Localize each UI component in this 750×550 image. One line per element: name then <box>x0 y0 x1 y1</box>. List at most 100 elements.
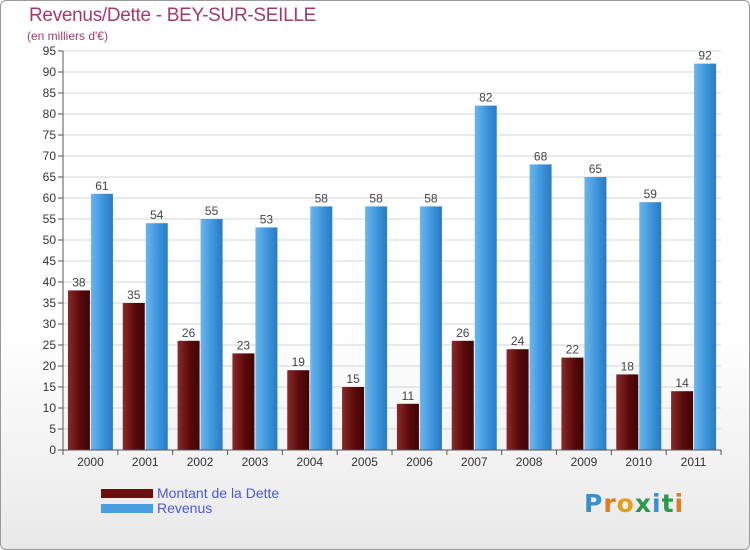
y-tick-label: 10 <box>43 401 57 415</box>
x-tick-label: 2002 <box>187 455 214 469</box>
bar-revenus <box>200 219 223 450</box>
gridlines <box>63 50 721 430</box>
legend-swatch-debt <box>101 489 153 498</box>
y-tick-label: 85 <box>43 86 57 100</box>
data-label-revenus: 54 <box>150 208 164 222</box>
data-label-debt: 23 <box>237 338 251 352</box>
y-tick-label: 25 <box>43 338 57 352</box>
legend-swatch-revenus <box>101 504 153 513</box>
y-tick-label: 50 <box>43 233 57 247</box>
bar-revenus <box>419 206 442 450</box>
y-tick-label: 15 <box>43 380 57 394</box>
logo-letter: t <box>661 489 675 518</box>
x-tick-label: 2011 <box>681 455 707 469</box>
y-tick-label: 90 <box>43 65 57 79</box>
data-label-revenus: 68 <box>534 149 548 163</box>
bar-debt <box>506 349 529 450</box>
bar-debt <box>451 340 474 450</box>
bar-debt <box>67 290 90 450</box>
data-label-debt: 38 <box>72 275 86 289</box>
bar-revenus <box>584 177 607 450</box>
y-tick-label: 55 <box>43 212 57 226</box>
chart-title: Revenus/Dette - BEY-SUR-SEILLE <box>29 5 317 26</box>
data-label-debt: 11 <box>402 389 415 403</box>
x-tick-label: 2000 <box>77 455 104 469</box>
data-label-revenus: 58 <box>424 191 438 205</box>
bar-revenus <box>365 206 388 450</box>
bar-debt <box>616 374 639 450</box>
data-label-revenus: 92 <box>698 49 712 63</box>
bar-debt <box>561 357 584 450</box>
bar-revenus <box>474 105 497 450</box>
y-tick-label: 75 <box>43 128 57 142</box>
bar-debt <box>177 340 200 450</box>
data-label-revenus: 82 <box>479 91 493 105</box>
bar-revenus <box>255 227 278 450</box>
bar-series: 38 61 35 54 26 55 23 53 19 58 15 58 11 58 26 82 24 68 22 65… <box>67 49 717 451</box>
x-tick-label: 2007 <box>461 455 488 469</box>
legend-label-debt: Montant de la Dette <box>157 485 280 501</box>
y-tick-label: 95 <box>43 44 57 58</box>
x-tick-label: 2010 <box>625 455 652 469</box>
data-label-debt: 19 <box>292 355 306 369</box>
bar-revenus <box>694 63 717 450</box>
y-tick-label: 0 <box>49 443 56 457</box>
bar-debt <box>122 303 145 450</box>
y-tick-label: 80 <box>43 107 57 121</box>
bar-debt <box>671 391 694 450</box>
logo-letter: x <box>634 489 652 518</box>
x-tick-label: 2004 <box>296 455 323 469</box>
logo-letter: i <box>674 489 685 518</box>
x-tick-label: 2008 <box>516 455 543 469</box>
y-tick-label: 65 <box>43 170 57 184</box>
bar-revenus <box>529 164 552 450</box>
data-label-revenus: 53 <box>260 212 274 226</box>
data-label-revenus: 58 <box>369 191 383 205</box>
data-label-revenus: 61 <box>95 179 109 193</box>
bar-revenus <box>145 223 168 450</box>
y-tick-label: 40 <box>43 275 57 289</box>
chart-subtitle: (en milliers d'€) <box>27 29 108 43</box>
data-label-debt: 22 <box>566 343 580 357</box>
data-label-debt: 24 <box>511 334 525 348</box>
bar-debt <box>396 403 419 450</box>
bar-debt <box>232 353 255 450</box>
data-label-debt: 35 <box>127 288 141 302</box>
data-label-debt: 15 <box>346 372 360 386</box>
bar-debt <box>287 370 310 450</box>
logo-letter: r <box>603 489 617 518</box>
y-tick-label: 35 <box>43 296 57 310</box>
y-tick-label: 5 <box>49 422 56 436</box>
x-tick-label: 2006 <box>406 455 433 469</box>
legend-label-revenus: Revenus <box>157 500 213 516</box>
data-label-revenus: 58 <box>315 191 329 205</box>
bar-revenus <box>639 202 662 450</box>
y-tick-label: 70 <box>43 149 57 163</box>
x-tick-label: 2005 <box>351 455 378 469</box>
x-tick-label: 2003 <box>242 455 269 469</box>
logo-letter: i <box>652 489 662 518</box>
y-axis: 0 5 10 15 20 25 30 35 40 45 50 55 60 65 70 75 80 85 90 95 <box>43 44 64 457</box>
bar-debt <box>342 387 365 450</box>
bar-revenus <box>90 193 113 451</box>
logo-letter: P <box>584 489 604 518</box>
y-tick-label: 20 <box>43 359 57 373</box>
proxiti-logo: Proxiti <box>584 489 684 518</box>
data-label-debt: 14 <box>675 376 689 390</box>
x-tick-label: 2001 <box>132 455 159 469</box>
data-label-debt: 26 <box>182 326 196 340</box>
data-label-revenus: 59 <box>644 187 658 201</box>
bar-revenus <box>310 206 333 450</box>
data-label-debt: 26 <box>456 326 470 340</box>
logo-letter: o <box>616 489 635 518</box>
y-tick-label: 45 <box>43 254 57 268</box>
data-label-revenus: 65 <box>589 162 603 176</box>
data-label-revenus: 55 <box>205 204 219 218</box>
y-tick-label: 60 <box>43 191 57 205</box>
y-tick-label: 30 <box>43 317 57 331</box>
data-label-debt: 18 <box>621 359 635 373</box>
x-axis: 2000 2001 2002 2003 2004 2005 2006 2007 2008 2009… <box>62 449 722 469</box>
x-tick-label: 2009 <box>571 455 598 469</box>
